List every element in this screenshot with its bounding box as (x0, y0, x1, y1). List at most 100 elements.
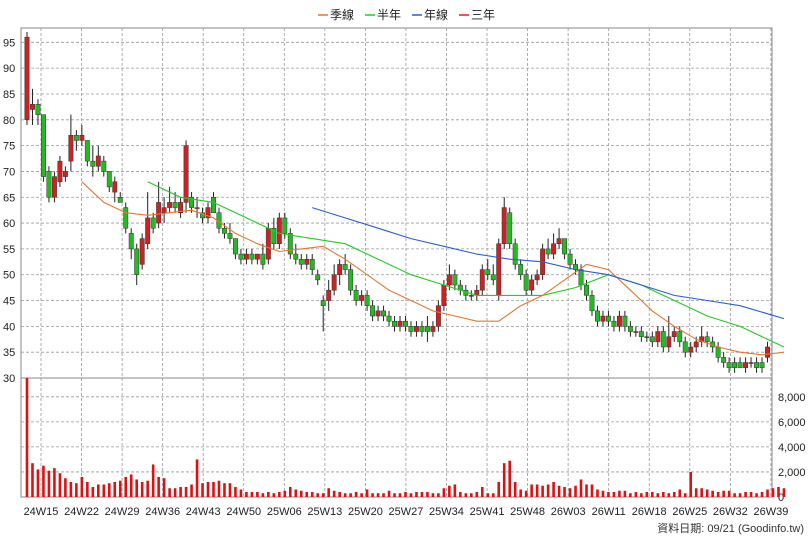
candle-body (156, 202, 162, 224)
candle-body (106, 171, 112, 188)
price-axis: 30 35 40 45 50 55 60 65 70 75 80 85 90 95 (3, 37, 15, 385)
candle (205, 202, 211, 224)
candle (156, 181, 162, 229)
volume-bar (124, 476, 128, 497)
volume-bar (398, 493, 402, 497)
candle (95, 145, 101, 172)
price-tick-label: 90 (3, 63, 15, 75)
candle (62, 166, 68, 182)
candle-body (671, 331, 677, 337)
candle (145, 192, 151, 249)
candle-body (677, 331, 683, 343)
volume-bar (656, 493, 660, 497)
x-tick-label: 26W18 (632, 506, 667, 518)
volume-bar (738, 493, 742, 497)
data-date-footer: 資料日期: 09/21 (Goodinfo.tw) (657, 521, 804, 535)
volume-bar (694, 488, 698, 497)
candle (523, 269, 529, 296)
volume-bar (672, 491, 676, 497)
candle-body (381, 310, 386, 317)
candle-body (490, 274, 496, 281)
candle-body (523, 274, 529, 291)
candle-body (304, 258, 310, 265)
candle-body (660, 331, 666, 348)
candle (414, 321, 419, 337)
volume-bar (31, 463, 34, 497)
volume-bar (579, 479, 583, 497)
legend-label: 半年 (377, 8, 401, 22)
candle (194, 197, 200, 218)
price-tick-label: 85 (3, 89, 15, 101)
volume-bar (25, 378, 29, 497)
volume-tick-label: 8,000 (778, 392, 806, 404)
candle-body (271, 227, 277, 244)
legend-item: 年線 (412, 7, 448, 22)
volume-bar (777, 486, 780, 497)
candle-body (715, 346, 721, 358)
candle-body (298, 258, 304, 265)
candle-body (139, 238, 145, 265)
candle-body (62, 171, 68, 177)
plot-frame (20, 27, 773, 498)
candle-body (359, 295, 365, 301)
candle-body (24, 36, 30, 121)
candle-body (419, 326, 425, 332)
candle-body (161, 207, 167, 213)
volume-bar (596, 489, 599, 497)
volume-bar (716, 491, 720, 497)
chart-legend: 季線 半年 年線 三年 (318, 7, 495, 22)
candle (139, 233, 145, 270)
volume-bar (661, 491, 665, 497)
volume-bar (491, 493, 495, 497)
volume-bar (245, 491, 248, 497)
candle-body (68, 135, 74, 162)
volume-bar (349, 493, 352, 497)
volume-bar (530, 484, 533, 497)
candle-body (117, 197, 123, 203)
x-tick-label: 26W25 (672, 506, 707, 518)
candle-body (633, 331, 639, 333)
candle-body (704, 336, 710, 343)
candle (562, 238, 568, 260)
volume-bar (53, 468, 56, 497)
price-tick-label: 55 (3, 244, 15, 256)
x-tick-label: 26W39 (753, 506, 788, 518)
candle (375, 305, 381, 322)
volume-bar (179, 486, 182, 497)
candle (386, 310, 392, 327)
candle-body (644, 336, 650, 338)
candle-body (178, 202, 184, 213)
candle (348, 264, 354, 296)
candle (112, 176, 118, 203)
candle (468, 290, 474, 301)
candle (490, 264, 496, 286)
price-tick-label: 50 (3, 270, 15, 282)
candle-body (287, 233, 293, 255)
candle-body (682, 341, 688, 353)
candle (57, 155, 63, 187)
volume-bar (195, 459, 199, 497)
volume-bar (557, 485, 561, 497)
ma-quarter-line (81, 181, 785, 356)
volume-bar (371, 493, 374, 497)
candle-body (46, 171, 52, 198)
volume-bar (766, 489, 769, 497)
candle-body (611, 320, 617, 327)
x-tick-label: 26W03 (551, 506, 586, 518)
candle-body (194, 207, 200, 209)
candle-body (435, 305, 441, 327)
candle-body (101, 160, 107, 172)
volume-bar (404, 491, 407, 497)
volume-bar (36, 469, 40, 497)
candle-body (293, 253, 299, 260)
candle-body (386, 315, 392, 322)
candle-body (167, 202, 173, 208)
volume-bar (184, 486, 188, 497)
volume-bar (310, 491, 314, 497)
candle-body (507, 212, 513, 244)
candle (227, 223, 233, 244)
volume-bar (612, 491, 616, 497)
x-tick-label: 24W36 (145, 506, 180, 518)
candle-body (441, 284, 447, 306)
volume-bar (157, 476, 160, 497)
